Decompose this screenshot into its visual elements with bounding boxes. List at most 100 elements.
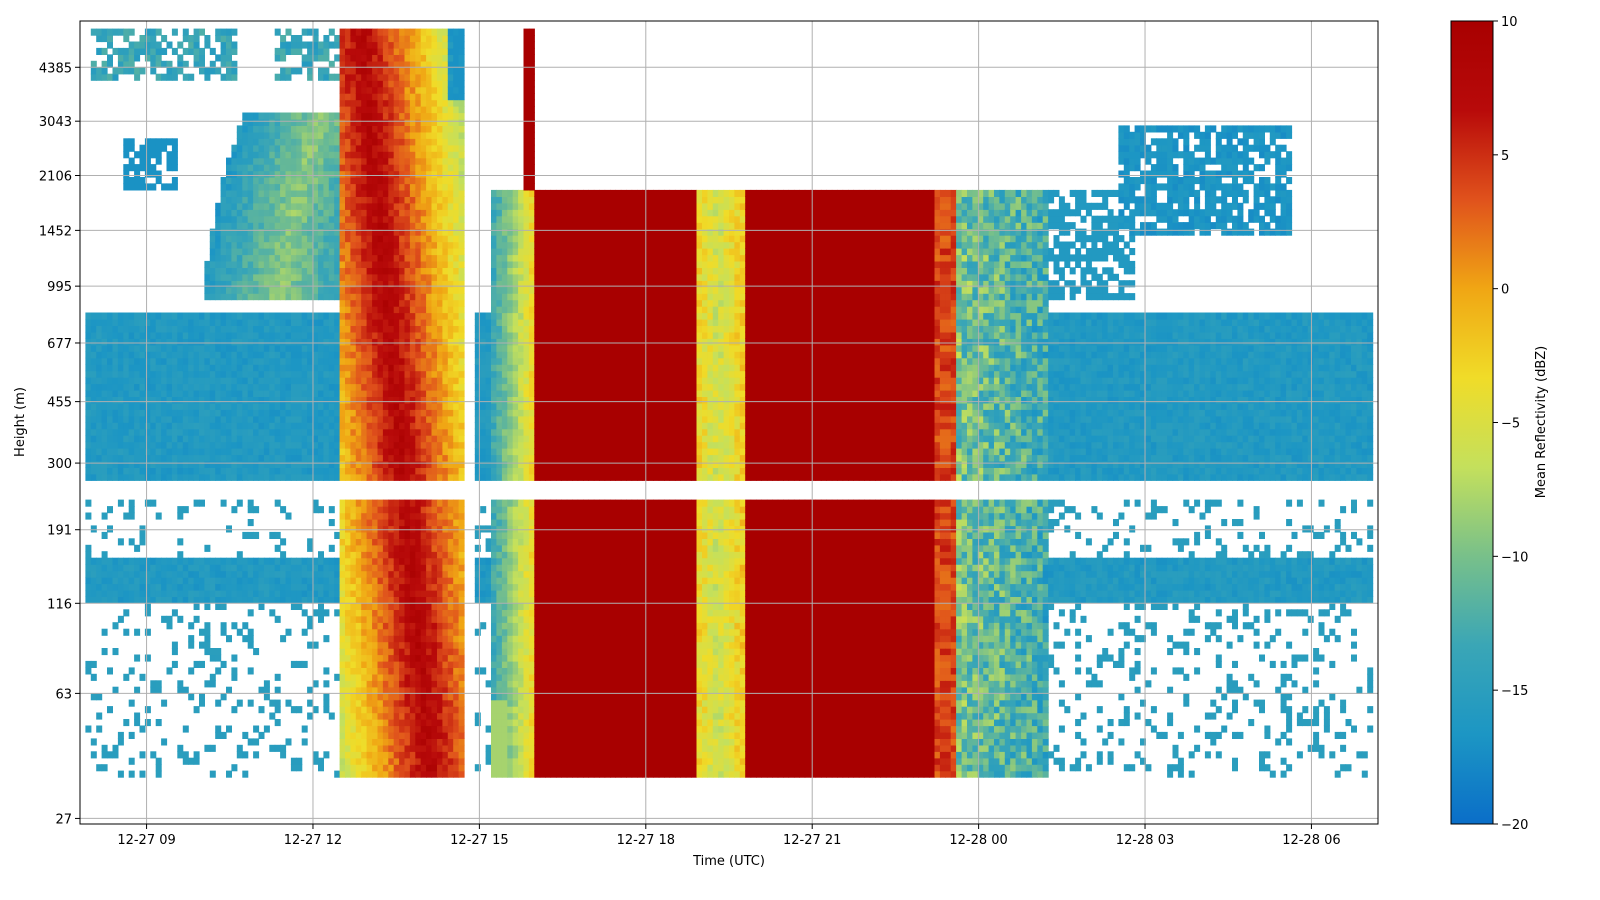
heatmap-cell bbox=[307, 422, 313, 429]
heatmap-cell bbox=[421, 622, 427, 629]
heatmap-cell bbox=[415, 216, 421, 223]
heatmap-cell bbox=[248, 384, 254, 391]
heatmap-cell bbox=[291, 358, 297, 365]
heatmap-cell bbox=[415, 622, 421, 629]
heatmap-cell bbox=[410, 745, 416, 752]
heatmap-cell bbox=[167, 338, 173, 345]
heatmap-cell bbox=[307, 584, 313, 591]
heatmap-cell bbox=[172, 145, 178, 152]
heatmap-cell bbox=[378, 35, 384, 42]
heatmap-cell bbox=[432, 267, 438, 274]
heatmap-cell bbox=[242, 164, 248, 171]
heatmap-cell bbox=[307, 138, 313, 145]
heatmap-cell bbox=[242, 171, 248, 178]
heatmap-cell bbox=[302, 726, 308, 733]
heatmap-cell bbox=[340, 138, 346, 145]
heatmap-cell bbox=[432, 242, 438, 249]
heatmap-cell bbox=[113, 590, 119, 597]
heatmap-cell bbox=[204, 442, 210, 449]
heatmap-cell bbox=[415, 287, 421, 294]
heatmap-cell bbox=[388, 158, 394, 165]
heatmap-cell bbox=[215, 313, 221, 320]
heatmap-cell bbox=[286, 235, 292, 242]
heatmap-cell bbox=[388, 461, 394, 468]
heatmap-cell bbox=[129, 351, 135, 358]
heatmap-cell bbox=[378, 506, 384, 513]
heatmap-cell bbox=[167, 364, 173, 371]
heatmap-cell bbox=[226, 345, 232, 352]
heatmap-cell bbox=[318, 229, 324, 236]
heatmap-cell bbox=[356, 622, 362, 629]
heatmap-cell bbox=[307, 125, 313, 132]
heatmap-cell bbox=[383, 409, 389, 416]
heatmap-cell bbox=[161, 138, 167, 145]
heatmap-cell bbox=[167, 409, 173, 416]
heatmap-cell bbox=[177, 416, 183, 423]
heatmap-cell bbox=[350, 235, 356, 242]
heatmap-cell bbox=[394, 700, 400, 707]
heatmap-cell bbox=[340, 351, 346, 358]
heatmap-cell bbox=[113, 48, 119, 55]
heatmap-cell bbox=[167, 390, 173, 397]
heatmap-cell bbox=[199, 429, 205, 436]
heatmap-cell bbox=[367, 261, 373, 268]
heatmap-cell bbox=[199, 313, 205, 320]
heatmap-cell bbox=[275, 429, 281, 436]
heatmap-cell bbox=[242, 422, 248, 429]
heatmap-cell bbox=[437, 435, 443, 442]
heatmap-cell bbox=[237, 222, 243, 229]
heatmap-cell bbox=[350, 171, 356, 178]
heatmap-cell bbox=[96, 403, 102, 410]
heatmap-cell bbox=[383, 138, 389, 145]
heatmap-cell bbox=[291, 164, 297, 171]
heatmap-cell bbox=[291, 171, 297, 178]
heatmap-cell bbox=[194, 42, 200, 49]
heatmap-cell bbox=[226, 319, 232, 326]
heatmap-cell bbox=[210, 396, 216, 403]
heatmap-cell bbox=[426, 100, 432, 107]
heatmap-cell bbox=[442, 242, 448, 249]
heatmap-cell bbox=[367, 29, 373, 36]
heatmap-cell bbox=[123, 358, 129, 365]
heatmap-cell bbox=[248, 371, 254, 378]
heatmap-cell bbox=[302, 358, 308, 365]
heatmap-cell bbox=[259, 242, 265, 249]
heatmap-cell bbox=[378, 377, 384, 384]
heatmap-cell bbox=[145, 313, 151, 320]
heatmap-cell bbox=[259, 338, 265, 345]
heatmap-cell bbox=[421, 351, 427, 358]
heatmap-cell bbox=[426, 164, 432, 171]
heatmap-cell bbox=[102, 751, 108, 758]
heatmap-cell bbox=[156, 429, 162, 436]
heatmap-cell bbox=[345, 158, 351, 165]
heatmap-cell bbox=[167, 42, 173, 49]
heatmap-cell bbox=[107, 409, 113, 416]
heatmap-cell bbox=[264, 190, 270, 197]
heatmap-cell bbox=[405, 74, 411, 81]
heatmap-cell bbox=[237, 125, 243, 132]
heatmap-cell bbox=[432, 403, 438, 410]
heatmap-cell bbox=[210, 384, 216, 391]
heatmap-cell bbox=[426, 745, 432, 752]
heatmap-cell bbox=[253, 287, 259, 294]
heatmap-cell bbox=[269, 467, 275, 474]
heatmap-cell bbox=[361, 345, 367, 352]
heatmap-cell bbox=[356, 384, 362, 391]
heatmap-cell bbox=[442, 616, 448, 623]
heatmap-cell bbox=[275, 171, 281, 178]
heatmap-cell bbox=[85, 448, 91, 455]
heatmap-cell bbox=[280, 319, 286, 326]
heatmap-cell bbox=[426, 235, 432, 242]
heatmap-cell bbox=[307, 384, 313, 391]
heatmap-cell bbox=[405, 332, 411, 339]
heatmap-cell bbox=[432, 700, 438, 707]
heatmap-cell bbox=[253, 648, 259, 655]
heatmap-cell bbox=[415, 454, 421, 461]
heatmap-cell bbox=[188, 319, 194, 326]
heatmap-cell bbox=[323, 338, 329, 345]
heatmap-cell bbox=[313, 371, 319, 378]
heatmap-cell bbox=[253, 474, 259, 481]
heatmap-cell bbox=[426, 54, 432, 61]
heatmap-cell bbox=[129, 558, 135, 565]
heatmap-cell bbox=[296, 461, 302, 468]
